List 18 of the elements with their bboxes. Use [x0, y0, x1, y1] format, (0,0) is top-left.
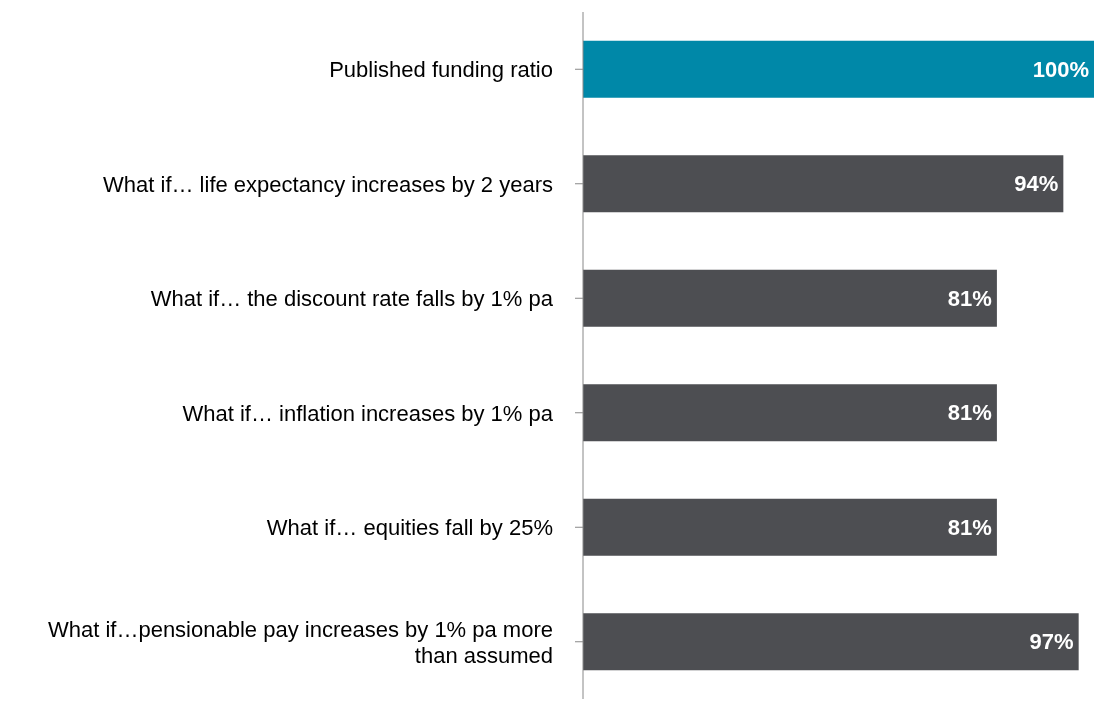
data-label: 94%: [1014, 171, 1059, 197]
y-tick-label: What if… equities fall by 25%: [266, 514, 553, 540]
y-tick-label: What if… life expectancy increases by 2 years: [103, 171, 553, 197]
bar: [583, 384, 997, 442]
bar: [583, 40, 1094, 98]
y-tick-label: What if…pensionable pay increases by 1% pa more than assumed: [47, 616, 553, 668]
bar: [583, 613, 1079, 671]
data-label: 81%: [947, 400, 992, 426]
data-label: 81%: [947, 514, 992, 540]
bar: [583, 269, 997, 327]
data-label: 81%: [947, 285, 992, 311]
bar: [583, 498, 997, 556]
data-label: 97%: [1029, 629, 1074, 655]
bar: [583, 155, 1064, 213]
y-tick-label: What if… the discount rate falls by 1% pa: [150, 285, 554, 311]
y-tick-label: Published funding ratio: [329, 56, 553, 82]
data-label: 100%: [1032, 56, 1089, 82]
y-tick-label: What if… inflation increases by 1% pa: [182, 400, 554, 426]
